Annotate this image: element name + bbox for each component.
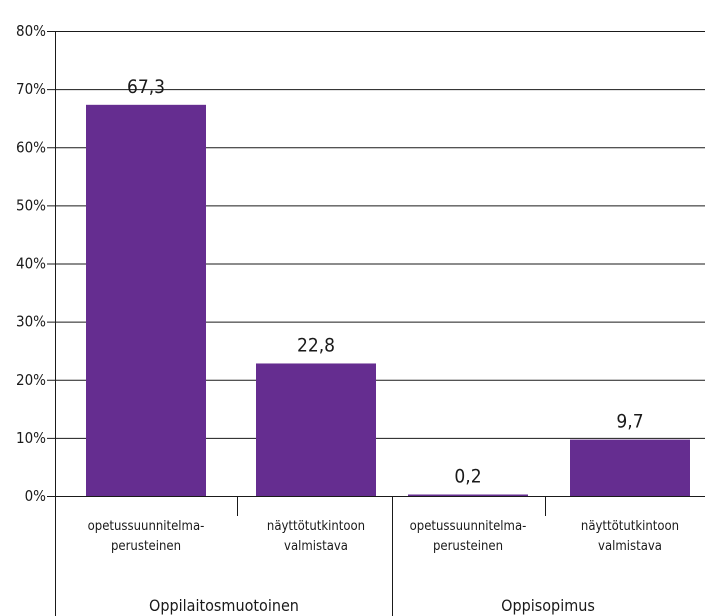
y-tick-label: 60% (16, 138, 46, 156)
category-label: valmistava (284, 539, 348, 554)
y-tick-label: 70% (16, 80, 46, 98)
category-label: opetussuunnitelma- (410, 519, 527, 534)
data-label: 0,2 (454, 466, 481, 488)
category-label: opetussuunnitelma- (88, 519, 205, 534)
labels: 0% 10% 20% 30% 40% 50% 60% 70% 80% 67,3 22,8 0,2 9,7… (16, 22, 679, 615)
category-label: perusteinen (111, 539, 181, 554)
y-tick-label: 30% (16, 313, 46, 331)
bar (86, 104, 206, 496)
axes (47, 31, 705, 616)
data-label: 9,7 (616, 411, 643, 433)
y-tick-label: 50% (16, 196, 46, 214)
category-label: perusteinen (433, 539, 503, 554)
data-label: 67,3 (127, 76, 165, 98)
group-label: Oppilaitosmuotoinen (149, 596, 299, 615)
category-label: näyttötutkintoon (267, 519, 365, 534)
bar (408, 494, 528, 496)
data-label: 22,8 (297, 334, 335, 356)
category-label: näyttötutkintoon (581, 519, 679, 534)
category-label: valmistava (598, 539, 662, 554)
y-tick-label: 0% (25, 487, 47, 505)
y-tick-label: 80% (16, 22, 46, 40)
bar (570, 439, 690, 496)
y-tick-label: 40% (16, 255, 46, 273)
group-label: Oppisopimus (501, 596, 595, 615)
y-tick-label: 20% (16, 371, 46, 389)
bars (86, 104, 690, 496)
y-tick-label: 10% (16, 429, 46, 447)
bar (256, 363, 376, 496)
